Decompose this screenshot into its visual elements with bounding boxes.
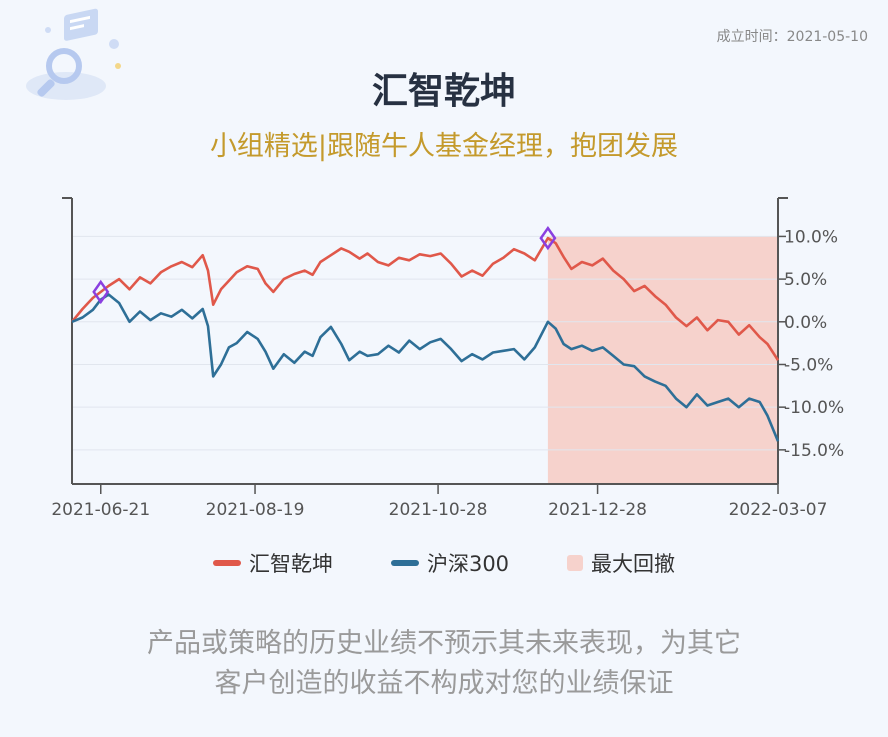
y-tick-label: -15.0%: [784, 441, 844, 461]
y-tick-label: 0.0%: [784, 313, 827, 333]
x-tick-label: 2021-06-21: [51, 500, 150, 520]
y-tick-label: 5.0%: [784, 270, 827, 290]
legend-item-benchmark: 沪深300: [390, 548, 510, 578]
y-tick-label: -5.0%: [784, 355, 833, 375]
page-title: 汇智乾坤: [371, 71, 516, 112]
y-tick-label: 10.0%: [784, 227, 838, 247]
legend-item-fund: 汇智乾坤: [212, 548, 333, 578]
legend-label-fund: 汇智乾坤: [248, 552, 333, 576]
risk-disclaimer: 产品或策略的历史业绩不预示其未来表现，为其它 客户创造的收益不构成对您的业绩保证: [0, 624, 888, 704]
x-tick-label: 2022-03-07: [729, 500, 828, 520]
page-subtitle: 小组精选|跟随牛人基金经理，抱团发展: [209, 131, 679, 162]
x-tick-label: 2021-10-28: [389, 500, 488, 520]
x-tick-label: 2021-12-28: [548, 500, 647, 520]
fund-line: [70, 236, 780, 361]
drawdown-swatch: [567, 555, 584, 571]
disclaimer-line-1: 产品或策略的历史业绩不预示其未来表现，为其它: [147, 628, 741, 659]
chart-legend: 汇智乾坤 沪深300 最大回撤: [0, 548, 888, 578]
peak-marker: [92, 279, 110, 305]
max-drawdown-area: [547, 236, 778, 484]
disclaimer-line-2: 客户创造的收益不构成对您的业绩保证: [214, 668, 674, 699]
y-tick-label: -10.0%: [784, 398, 844, 418]
fund-swatch: [212, 560, 241, 566]
legend-item-drawdown: 最大回撤: [567, 548, 675, 578]
benchmark-swatch: [390, 560, 419, 566]
performance-chart: 10.0% 5.0% 0.0% -5.0% -10.0% -15.0% 2021-06-21…: [51, 197, 844, 520]
established-date: 成立时间：2021-05-10: [716, 29, 868, 45]
legend-label-benchmark: 沪深300: [426, 552, 510, 576]
benchmark-line: [71, 293, 780, 442]
magnifier-illustration-icon: [26, 8, 121, 100]
legend-label-drawdown: 最大回撤: [591, 552, 676, 576]
peak-marker: [539, 225, 557, 251]
x-tick-label: 2021-08-19: [206, 500, 305, 520]
